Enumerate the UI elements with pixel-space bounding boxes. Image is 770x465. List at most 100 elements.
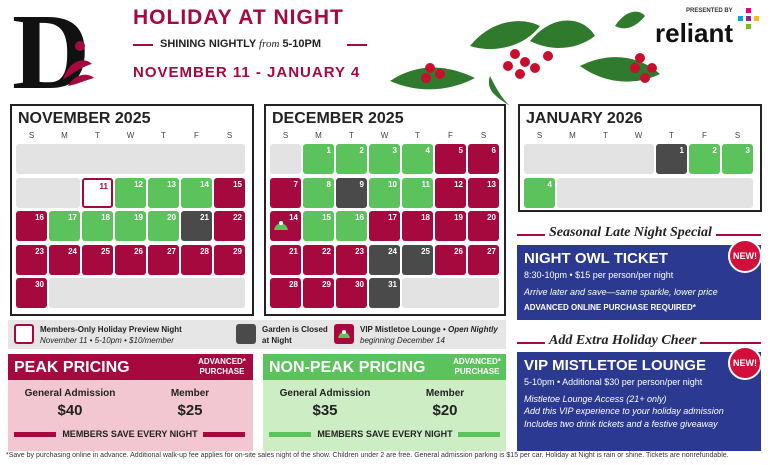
- weekday: F: [448, 131, 453, 140]
- weekday: T: [415, 131, 420, 140]
- stripe: [269, 432, 311, 437]
- legend-title-text: VIP Mistletoe Lounge •: [360, 325, 446, 334]
- day-number: 15: [233, 179, 242, 189]
- day-cell: 27: [468, 244, 499, 275]
- day-number: 9: [359, 179, 364, 189]
- legend-title: Garden is Closed: [262, 325, 328, 334]
- empty-days: [16, 177, 80, 208]
- weekday: W: [380, 131, 389, 140]
- pricing-title: PEAK PRICING: [14, 359, 130, 376]
- day-number: 27: [487, 246, 496, 256]
- day-cell: 17: [49, 211, 80, 241]
- day-number: 10: [388, 179, 397, 189]
- special-line: Includes two drink tickets and a festive…: [524, 418, 718, 429]
- weekday: T: [161, 131, 166, 140]
- day-cell: 6: [468, 144, 499, 174]
- day-cell: 30: [336, 278, 367, 308]
- day-cell: 19: [115, 211, 146, 241]
- purchase-badge: ADVANCED*: [198, 357, 246, 366]
- logo-letter: D: [12, 6, 90, 98]
- day-number: 17: [68, 213, 77, 222]
- legend-title: VIP Mistletoe Lounge • Open Nightly: [360, 325, 498, 334]
- month-title: DECEMBER 2025: [272, 110, 404, 127]
- day-number: 21: [289, 246, 298, 256]
- day-number: 12: [134, 179, 143, 189]
- day-number: 20: [167, 213, 176, 222]
- day-cell: 31: [369, 278, 400, 308]
- subtitle-italic: from: [259, 38, 280, 50]
- day-cell: 23: [336, 244, 367, 275]
- new-badge: NEW!: [728, 346, 762, 380]
- special-box: [517, 245, 761, 320]
- new-badge: NEW!: [728, 239, 762, 273]
- day-cell: 19: [435, 211, 466, 241]
- pricing-footer: MEMBERS SAVE EVERY NIGHT: [62, 429, 198, 439]
- day-cell: 17: [369, 211, 400, 241]
- day-cell: 23: [16, 244, 47, 275]
- special-line: 5-10pm • Additional $30 per person/per n…: [524, 377, 703, 387]
- day-number: 7: [293, 179, 298, 189]
- day-cell: 22: [303, 244, 334, 275]
- day-cell: 12: [435, 177, 466, 208]
- day-number: 14: [200, 179, 209, 189]
- price: $20: [432, 402, 458, 419]
- day-number: 28: [200, 246, 209, 256]
- day-cell: 13: [468, 177, 499, 208]
- day-cell: 5: [435, 144, 466, 174]
- special-line: ADVANCED ONLINE PURCHASE REQUIRED*: [524, 303, 696, 312]
- special-heading: Add Extra Holiday Cheer: [545, 333, 701, 349]
- weekday: S: [734, 131, 741, 140]
- day-number: 12: [454, 179, 463, 189]
- weekday: S: [536, 131, 543, 140]
- holly: [390, 11, 660, 106]
- dates: NOVEMBER 11 - JANUARY 4: [133, 64, 361, 81]
- day-cell: 24: [49, 244, 80, 275]
- day-cell: 15: [303, 211, 334, 241]
- special-heading: Seasonal Late Night Special: [545, 225, 716, 241]
- day-cell: 16: [336, 211, 367, 241]
- pricing-title: NON-PEAK PRICING: [269, 359, 426, 376]
- day-number: 3: [745, 146, 750, 155]
- legend-detail: at Night: [262, 336, 292, 345]
- day-cell: 25: [82, 244, 113, 275]
- day-number: 19: [134, 213, 143, 222]
- footnote: *Save by purchasing online in advance. A…: [6, 452, 729, 459]
- special-line: Mistletoe Lounge Access (21+ only): [524, 393, 667, 404]
- weekday: F: [702, 131, 707, 140]
- logo: D: [12, 6, 94, 98]
- day-number: 24: [388, 246, 397, 256]
- day-number: 30: [35, 280, 44, 289]
- day-number: 5: [458, 146, 463, 155]
- day-number: 22: [233, 213, 242, 222]
- legend-detail: November 11 • 5-10pm • $10/member: [40, 336, 174, 345]
- price: $35: [312, 402, 338, 419]
- price-label: Member: [170, 388, 210, 399]
- purchase-badge: ADVANCED*: [453, 357, 501, 366]
- day-number: 23: [35, 246, 44, 256]
- vip-icon: [334, 324, 354, 344]
- special-title: VIP MISTLETOE LOUNGE: [524, 357, 706, 374]
- day-cell: 13: [148, 177, 179, 208]
- day-cell: 26: [115, 244, 146, 275]
- vip-icon: [274, 221, 288, 230]
- day-number: 28: [289, 280, 298, 289]
- day-cell: 20: [468, 211, 499, 241]
- price-label: Member: [425, 388, 465, 399]
- day-number: 1: [326, 146, 331, 155]
- empty-days: [16, 144, 245, 174]
- price: $40: [57, 402, 83, 419]
- weekday: S: [480, 131, 487, 140]
- day-cell: 24: [369, 244, 400, 275]
- special-box: [517, 352, 761, 451]
- price-label: General Admission: [24, 388, 116, 399]
- legend-title: Members-Only Holiday Preview Night: [40, 325, 182, 334]
- legend: [8, 320, 506, 349]
- weekday: M: [315, 131, 322, 140]
- day-number: 13: [167, 179, 176, 189]
- day-number: 29: [233, 246, 242, 256]
- day-cell: 14: [181, 177, 212, 208]
- day-cell: 1: [303, 144, 334, 174]
- day-number: 11: [421, 179, 430, 189]
- stripe: [203, 432, 245, 437]
- stripe: [14, 432, 56, 437]
